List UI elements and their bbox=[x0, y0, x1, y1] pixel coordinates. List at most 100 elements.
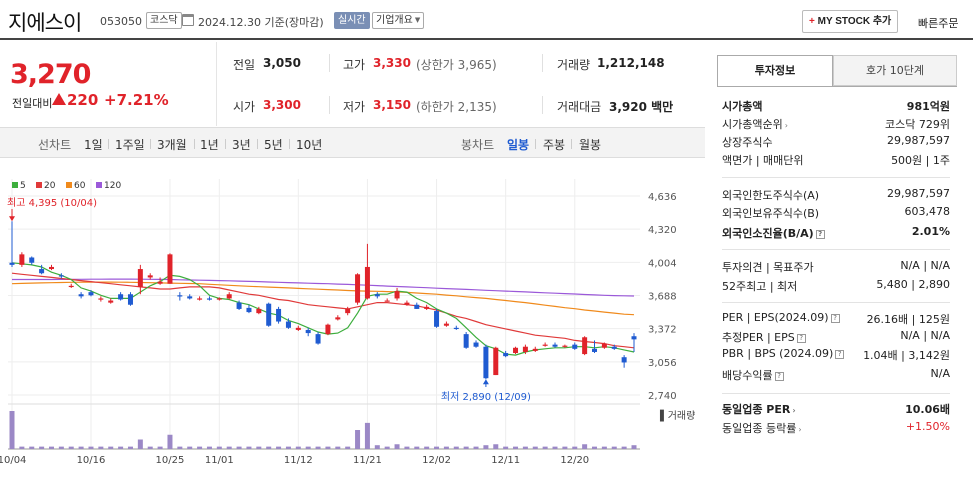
help-icon[interactable]: ? bbox=[796, 334, 806, 343]
candle-body bbox=[522, 346, 528, 352]
low-arrow-icon bbox=[482, 379, 489, 385]
candlestick-chart[interactable]: 4,636 4,320 4,004 3,688 3,372 3,056 2,740 10/04… bbox=[0, 159, 705, 483]
period-10year[interactable]: 10년 bbox=[296, 138, 323, 152]
candle-body bbox=[364, 266, 370, 299]
period-5year[interactable]: 5년 bbox=[264, 138, 283, 152]
volume-bar bbox=[177, 446, 183, 449]
legend-label: 5 bbox=[20, 181, 26, 191]
foreign-limit-label: 외국인한도주식수(A) bbox=[722, 189, 820, 202]
help-icon[interactable]: ? bbox=[815, 230, 825, 239]
volume-bar bbox=[285, 446, 291, 449]
base-date: 2024.12.30 기준(장마감) bbox=[198, 16, 324, 29]
opinion-row: 투자의견 | 목표주가 N/A | N/A bbox=[722, 257, 950, 275]
tab-investment-info[interactable]: 투자정보 bbox=[717, 55, 833, 86]
volume-bar bbox=[305, 446, 311, 449]
volume-bar bbox=[335, 446, 341, 449]
candle-body bbox=[374, 294, 380, 297]
x-tick-label: 10/25 bbox=[156, 455, 185, 466]
volume-bar bbox=[483, 445, 489, 449]
period-daily[interactable]: 일봉 bbox=[507, 138, 530, 152]
quote-row-2: 시가 3,300 저가 3,150 (하한가 2,135) 거래대금 3,920… bbox=[217, 84, 706, 126]
y-tick-label: 4,004 bbox=[648, 258, 677, 269]
volume-bar bbox=[157, 446, 163, 449]
candle-body bbox=[256, 308, 262, 314]
period-1year[interactable]: 1년 bbox=[200, 138, 219, 152]
foreign-held-label: 외국인보유주식수(B) bbox=[722, 207, 820, 220]
low-label: 저가 bbox=[343, 100, 366, 114]
help-icon[interactable]: ? bbox=[830, 314, 840, 323]
volume-bar bbox=[414, 446, 420, 449]
period-monthly[interactable]: 월봉 bbox=[579, 138, 602, 152]
quick-order-link[interactable]: 빠른주문 bbox=[918, 17, 959, 30]
legend-label: 20 bbox=[44, 181, 56, 191]
mystock-add-button[interactable]: + MY STOCK 추가 bbox=[802, 10, 899, 33]
candle-body bbox=[611, 346, 617, 349]
candle-body bbox=[295, 327, 301, 330]
listed-shares-value: 29,987,597 bbox=[887, 134, 950, 147]
market-cap-rank-row[interactable]: 시가총액순위 › 코스닥 729위 bbox=[722, 114, 950, 132]
candle-body bbox=[503, 353, 509, 357]
week52-row: 52주최고 | 최저 5,480 | 2,890 bbox=[722, 276, 950, 294]
period-3year[interactable]: 3년 bbox=[232, 138, 251, 152]
candle-body bbox=[305, 329, 311, 334]
candle-body bbox=[453, 327, 459, 330]
divider bbox=[717, 86, 957, 87]
volume-bar bbox=[216, 446, 222, 449]
per-label: PER | EPS(2024.09) bbox=[722, 311, 829, 324]
divider bbox=[542, 54, 543, 72]
est-per-row: 추정PER | EPS? N/A | N/A bbox=[722, 327, 950, 345]
volume-bar bbox=[246, 446, 252, 449]
y-tick-label: 4,636 bbox=[648, 192, 677, 203]
foreign-ratio-row: 외국인소진율(B/A)? 2.01% bbox=[722, 223, 950, 241]
foreign-held-value: 603,478 bbox=[904, 205, 951, 218]
low-annotation: 최저 2,890 (12/09) bbox=[441, 391, 531, 403]
period-1day[interactable]: 1일 bbox=[84, 138, 103, 152]
market-cap-label: 시가총액 bbox=[722, 100, 763, 113]
candle-body bbox=[582, 337, 588, 355]
volume-bar bbox=[29, 446, 35, 449]
high-label: 고가 bbox=[343, 58, 366, 72]
candle-body bbox=[68, 285, 74, 288]
foreign-ratio-value: 2.01% bbox=[911, 225, 950, 238]
foreign-limit-row: 외국인한도주식수(A) 29,987,597 bbox=[722, 185, 950, 203]
chart-canvas: 4,636 4,320 4,004 3,688 3,372 3,056 2,740 10/04… bbox=[0, 179, 695, 466]
period-weekly[interactable]: 주봉 bbox=[543, 138, 566, 152]
x-tick-label: 12/11 bbox=[491, 455, 520, 466]
help-icon[interactable]: ? bbox=[774, 372, 784, 381]
per-row: PER | EPS(2024.09)? 26.16배 | 125원 bbox=[722, 309, 950, 327]
candle-body bbox=[384, 300, 390, 302]
candle-body bbox=[631, 336, 637, 340]
candle-body bbox=[394, 291, 400, 299]
sector-change-label: 동일업종 등락률 bbox=[722, 422, 797, 435]
foreign-held-row: 외국인보유주식수(B) 603,478 bbox=[722, 203, 950, 221]
chevron-right-icon: › bbox=[784, 121, 788, 130]
sector-per-row[interactable]: 동일업종 PER › 10.06배 bbox=[722, 399, 950, 417]
chevron-right-icon: › bbox=[798, 425, 802, 434]
period-1week[interactable]: 1주일 bbox=[115, 138, 145, 152]
volume-bar bbox=[197, 446, 203, 449]
sector-change-row[interactable]: 동일업종 등락률 › +1.50% bbox=[722, 418, 950, 436]
tab-orderbook-10[interactable]: 호가 10단계 bbox=[833, 55, 957, 86]
x-tick-label: 10/16 bbox=[77, 455, 106, 466]
listed-shares-label: 상장주식수 bbox=[722, 136, 773, 149]
volume-bar bbox=[147, 446, 153, 449]
upper-limit: (상한가 3,965) bbox=[416, 58, 497, 72]
divider bbox=[329, 96, 330, 114]
volume-bar bbox=[48, 446, 54, 449]
separator bbox=[257, 139, 258, 149]
company-overview-button[interactable]: 기업개요 ▼ bbox=[372, 12, 425, 29]
help-icon[interactable]: ? bbox=[835, 350, 845, 359]
candle-body bbox=[434, 311, 440, 327]
volume-bar bbox=[187, 446, 193, 449]
volume-bar bbox=[226, 446, 232, 449]
candle-body bbox=[592, 348, 598, 352]
prev-close-label: 전일 bbox=[233, 58, 256, 72]
candle-body bbox=[246, 307, 252, 313]
period-3month[interactable]: 3개월 bbox=[157, 138, 187, 152]
divider bbox=[722, 302, 950, 303]
candle-body bbox=[276, 308, 282, 322]
volume-bar bbox=[513, 446, 519, 449]
separator bbox=[535, 139, 536, 149]
candle-body bbox=[39, 269, 45, 274]
x-tick-label: 11/12 bbox=[284, 455, 313, 466]
